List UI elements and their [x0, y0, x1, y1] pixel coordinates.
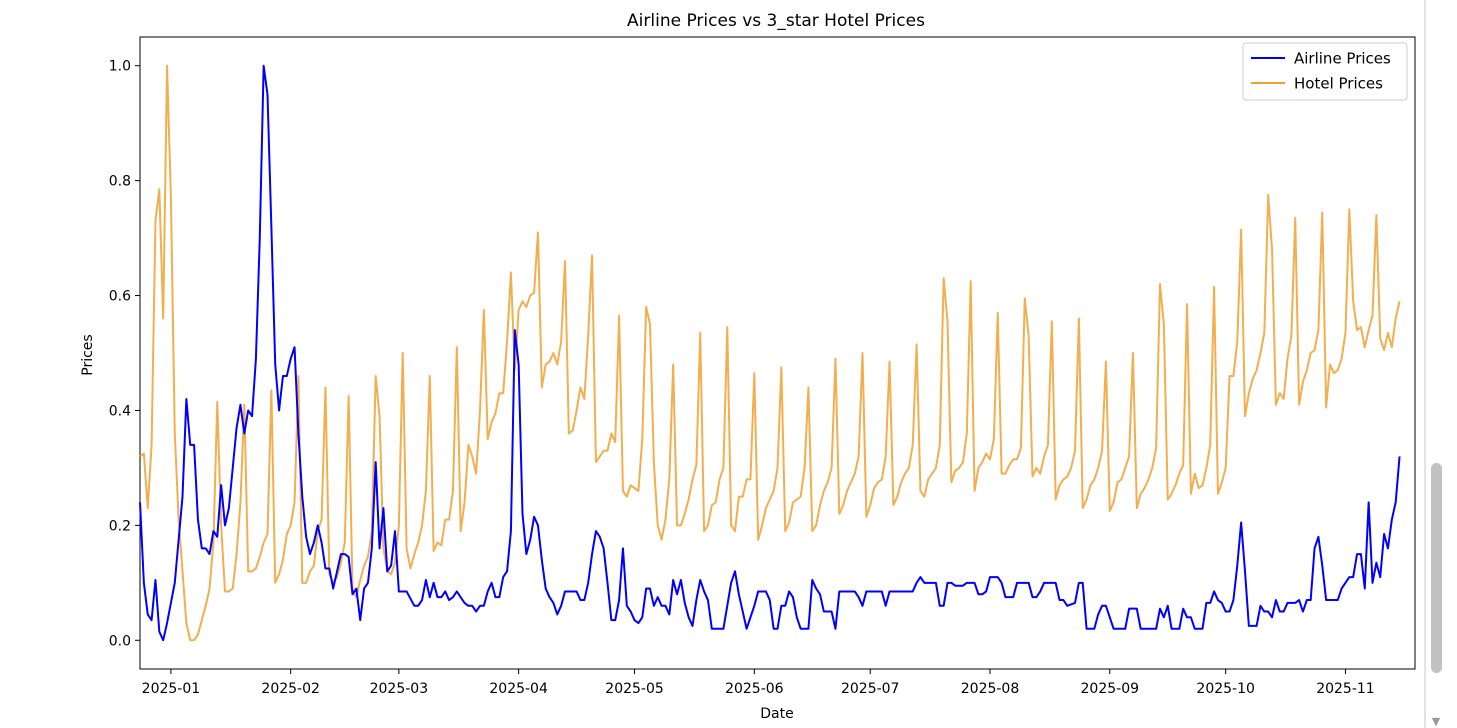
legend-label-hotel-prices: Hotel Prices [1294, 75, 1383, 93]
y-tick-label: 0.4 [109, 403, 131, 419]
y-tick-label: 0.0 [109, 633, 131, 649]
y-axis-label: Prices [80, 334, 96, 375]
y-tick-label: 1.0 [109, 59, 131, 75]
y-tick-label: 0.8 [109, 174, 131, 190]
legend-label-airline-prices: Airline Prices [1294, 50, 1391, 68]
x-axis: 2025-01 2025-02 2025-03 2025-04 2025-05 2025-… [142, 669, 1375, 697]
series-line-airline-prices [139, 64, 1401, 642]
y-tick-label: 0.6 [109, 289, 131, 305]
x-tick-label: 2025-05 [605, 681, 664, 697]
legend: Airline Prices Hotel Prices [1242, 42, 1408, 101]
x-tick-label: 2025-10 [1196, 681, 1255, 697]
scrollbar-thumb[interactable] [1431, 463, 1442, 673]
x-tick-label: 2025-02 [261, 681, 320, 697]
x-tick-label: 2025-09 [1081, 681, 1140, 697]
y-axis: 0.0 0.2 0.4 0.6 0.8 1.0 [109, 59, 140, 649]
scroll-down-arrow-icon[interactable]: ▼ [1431, 715, 1441, 728]
scrollbar-divider [1424, 0, 1426, 728]
x-axis-label: Date [760, 706, 793, 722]
x-tick-label: 2025-04 [489, 681, 548, 697]
x-tick-label: 2025-07 [841, 681, 900, 697]
x-tick-label: 2025-08 [961, 681, 1020, 697]
x-tick-label: 2025-03 [370, 681, 429, 697]
series-line-hotel-prices [139, 64, 1401, 642]
x-tick-label: 2025-06 [725, 681, 784, 697]
x-tick-label: 2025-01 [142, 681, 201, 697]
y-tick-label: 0.2 [109, 518, 131, 534]
x-tick-label: 2025-11 [1316, 681, 1375, 697]
chart-title: Airline Prices vs 3_star Hotel Prices [627, 11, 925, 31]
series-lines [139, 64, 1401, 642]
